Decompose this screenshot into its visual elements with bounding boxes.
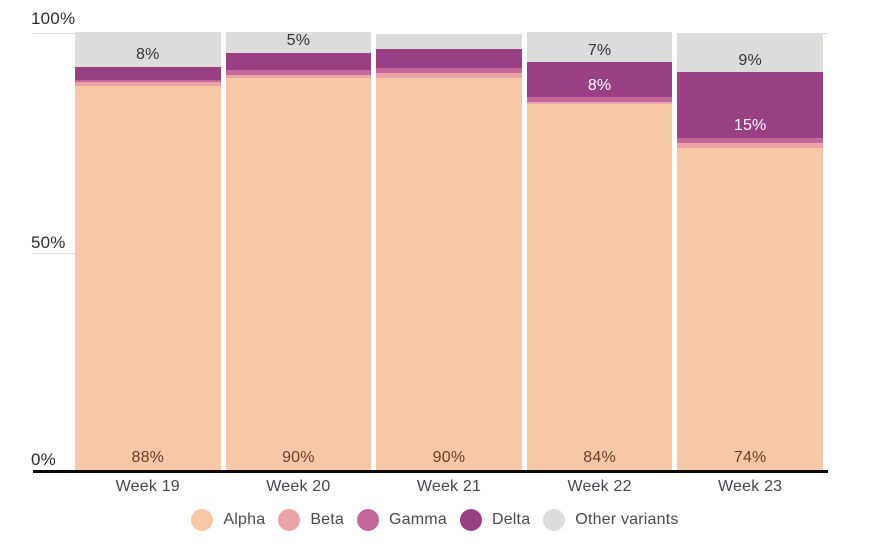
legend-label-beta: Beta (310, 511, 345, 528)
segment-delta-week-19[interactable] (75, 66, 221, 80)
legend-label-other-variants: Other variants (575, 511, 679, 528)
segment-value-label: 15% (733, 117, 767, 135)
segment-value-label: 8% (136, 46, 160, 64)
segment-value-label: 9% (738, 51, 762, 69)
plot-area: 88% 8% 90% 5% 90% 84% 8% 7% 74% 15% 9% (75, 31, 823, 471)
segment-gamma-week-19[interactable] (75, 79, 221, 83)
bar-week-23: 74% 15% 9% (677, 33, 823, 471)
bar-week-21: 90% (376, 34, 522, 471)
segment-gamma-week-20[interactable] (225, 70, 372, 75)
gridline-100 (33, 33, 76, 34)
segment-alpha-week-23[interactable]: 74% (677, 147, 823, 471)
y-axis-tick-0: 0% (31, 450, 56, 469)
x-axis-label-week-19: Week 19 (115, 478, 180, 495)
legend-item-other-variants: Other variants (543, 509, 678, 531)
bar-week-22: 84% 8% 7% (526, 31, 673, 471)
segment-value-label: 5% (286, 32, 311, 50)
segment-alpha-week-21[interactable]: 90% (376, 77, 522, 471)
y-axis-tick-100: 100% (31, 9, 76, 28)
segment-other-variants-week-23[interactable]: 9% (677, 33, 823, 73)
x-axis-label-week-23: Week 23 (718, 478, 783, 495)
legend-label-alpha: Alpha (223, 511, 266, 528)
segment-beta-week-23[interactable] (677, 142, 823, 148)
segment-beta-week-22[interactable] (526, 101, 673, 104)
legend-swatch-gamma (357, 509, 380, 531)
segment-value-label: 7% (587, 41, 612, 59)
legend-item-beta: Beta (278, 509, 344, 531)
segment-beta-week-21[interactable] (376, 73, 522, 78)
segment-delta-week-23[interactable]: 15% (677, 72, 823, 139)
legend-label-delta: Delta (491, 511, 531, 528)
segment-gamma-week-23[interactable] (677, 138, 823, 143)
legend-swatch-other-variants (543, 509, 566, 531)
segment-value-label: 8% (587, 76, 612, 94)
bar-week-19: 88% 8% (75, 31, 221, 471)
legend-swatch-alpha (191, 509, 214, 531)
segment-delta-week-20[interactable] (225, 52, 372, 71)
segment-beta-week-19[interactable] (75, 82, 221, 87)
x-axis-label-week-21: Week 21 (416, 478, 482, 495)
segment-gamma-week-22[interactable] (526, 97, 673, 102)
segment-alpha-week-20[interactable]: 90% (225, 77, 372, 471)
legend-swatch-beta (278, 509, 301, 531)
segment-delta-week-22[interactable]: 8% (526, 62, 673, 98)
legend-item-gamma: Gamma (357, 509, 447, 531)
legend-swatch-delta (459, 509, 482, 531)
segment-value-label: 90% (432, 449, 466, 467)
segment-alpha-week-19[interactable]: 88% (75, 86, 221, 471)
legend-item-delta: Delta (459, 509, 531, 531)
legend: Alpha Beta Gamma Delta Other variants (0, 509, 870, 531)
segment-delta-week-21[interactable] (376, 48, 522, 68)
gridline-100-right-stub (821, 33, 828, 34)
segment-beta-week-20[interactable] (225, 74, 372, 78)
segment-value-label: 74% (733, 449, 767, 467)
segment-value-label: 90% (282, 449, 315, 467)
segment-other-variants-week-19[interactable]: 8% (75, 31, 221, 67)
segment-other-variants-week-20[interactable]: 5% (225, 31, 372, 53)
x-axis-labels: Week 19 Week 20 Week 21 Week 22 Week 23 (75, 478, 823, 496)
bar-week-20: 90% 5% (225, 31, 372, 471)
x-axis-line (33, 470, 828, 473)
legend-item-alpha: Alpha (191, 509, 265, 531)
segment-other-variants-week-21[interactable] (376, 34, 522, 49)
x-axis-label-week-22: Week 22 (567, 478, 632, 495)
segment-gamma-week-21[interactable] (376, 67, 522, 74)
segment-other-variants-week-22[interactable]: 7% (526, 31, 673, 63)
segment-value-label: 84% (583, 449, 616, 467)
legend-label-gamma: Gamma (389, 511, 447, 528)
segment-alpha-week-22[interactable]: 84% (526, 103, 673, 471)
gridline-50 (33, 253, 76, 254)
y-axis-tick-50: 50% (31, 233, 66, 252)
x-axis-label-week-20: Week 20 (266, 478, 331, 495)
segment-value-label: 88% (131, 449, 165, 467)
